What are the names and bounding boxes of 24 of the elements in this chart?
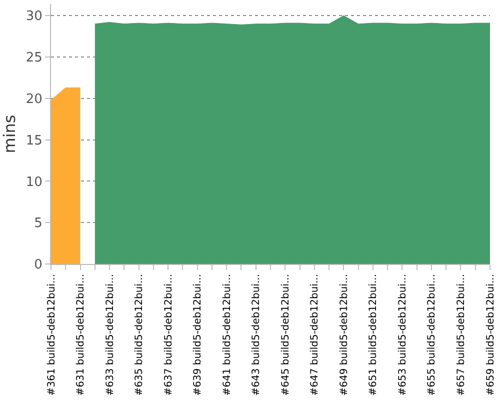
y-tick-label: 20 [26, 92, 42, 107]
y-tick-label: 5 [34, 216, 42, 232]
x-tick-label: #361 build5-deb12bui... [46, 274, 58, 396]
y-axis-title: mins [0, 114, 19, 154]
x-tick-label: #647 build5-deb12bui... [310, 274, 321, 396]
x-tick-label: #643 build5-deb12bui... [251, 274, 262, 396]
y-tick-label: 15 [26, 133, 42, 148]
y-tick-label: 10 [26, 174, 42, 190]
y-tick-label: 25 [26, 50, 42, 66]
x-tick-label: #637 build5-deb12bui... [163, 274, 174, 396]
x-tick-label: #633 build5-deb12bui... [104, 274, 116, 396]
x-tick-label: #655 build5-deb12bui... [426, 274, 438, 396]
x-tick-label: #641 build5-deb12bui... [222, 274, 233, 396]
x-tick-label: #649 build5-deb12bui... [338, 274, 350, 396]
y-tick-label: 0 [34, 258, 42, 273]
x-tick-label: #631 build5-deb12bui... [76, 274, 87, 396]
x-tick-label: #639 build5-deb12bui... [192, 274, 204, 396]
x-tick-label: #659 build5-deb12bui... [485, 274, 496, 396]
x-tick-label: #635 build5-deb12bui... [134, 274, 146, 396]
x-tick-label: #651 build5-deb12bui... [368, 274, 380, 396]
x-tick-label: #657 build5-deb12bui... [456, 274, 467, 396]
x-tick-label: #645 build5-deb12bui... [280, 274, 292, 396]
x-tick-label: #653 build5-deb12bui... [397, 274, 408, 396]
y-tick-label: 30 [26, 9, 42, 24]
